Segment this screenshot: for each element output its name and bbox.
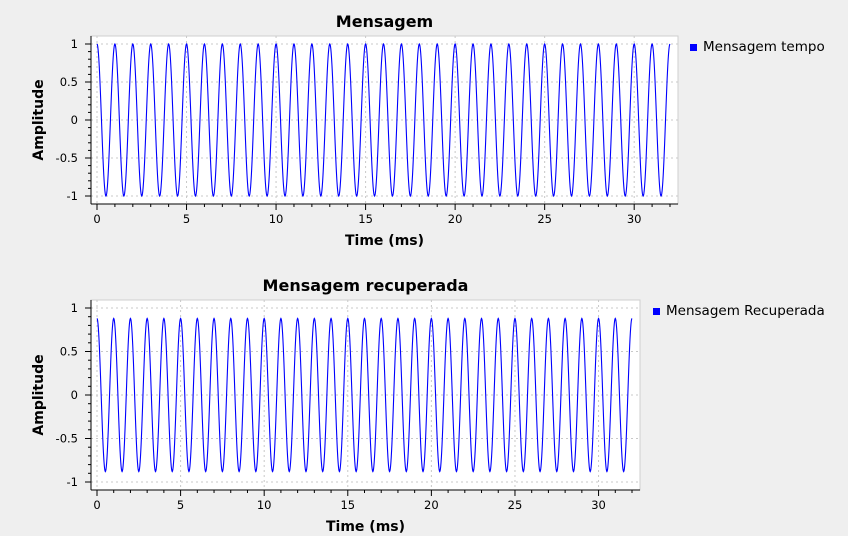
x-tick-label: 15 [340, 498, 355, 512]
chart-title: Mensagem recuperada [263, 276, 469, 295]
legend-swatch [690, 44, 697, 51]
series-line-1 [96, 317, 633, 473]
y-tick-label: -0.5 [56, 432, 78, 446]
x-tick-label: 0 [93, 212, 100, 226]
x-tick-label: 5 [177, 498, 184, 512]
legend-swatch [653, 308, 660, 315]
x-tick-label: 10 [257, 498, 272, 512]
x-tick-label: 30 [627, 212, 642, 226]
y-tick-label: -1 [67, 475, 78, 489]
x-tick-label: 20 [424, 498, 439, 512]
x-tick-label: 10 [269, 212, 284, 226]
x-tick-label: 30 [591, 498, 606, 512]
y-tick-label: 0 [71, 388, 78, 402]
x-axis-label: Time (ms) [345, 233, 424, 249]
y-axis-label: Amplitude [31, 354, 47, 435]
y-tick-label: 0 [71, 113, 78, 127]
legend-label: Mensagem Recuperada [666, 303, 825, 319]
x-tick-label: 20 [448, 212, 463, 226]
y-tick-label: 1 [71, 301, 78, 315]
y-tick-label: 0.5 [60, 75, 78, 89]
y-tick-label: -1 [67, 189, 78, 203]
series-line-1 [96, 42, 671, 198]
chart-1: 0 5 10 15 20 25 30 1 0.5 0 -0.5 -1 Mensagem Time (ms)… [31, 12, 825, 249]
y-axis-label: Amplitude [31, 79, 47, 160]
y-tick-label: -0.5 [56, 151, 78, 165]
chart-title: Mensagem [336, 12, 433, 31]
y-tick-label: 0.5 [60, 345, 78, 359]
x-tick-label: 5 [183, 212, 190, 226]
x-tick-label: 0 [93, 498, 100, 512]
chart-2: 0 5 10 15 20 25 30 1 0.5 0 -0.5 -1 Mensagem recupera… [31, 276, 825, 535]
y-tick-label: 1 [71, 37, 78, 51]
x-tick-label: 25 [508, 498, 523, 512]
x-axis-label: Time (ms) [326, 519, 405, 535]
x-tick-label: 15 [358, 212, 373, 226]
x-tick-label: 25 [537, 212, 552, 226]
legend-label: Mensagem tempo [703, 39, 825, 55]
